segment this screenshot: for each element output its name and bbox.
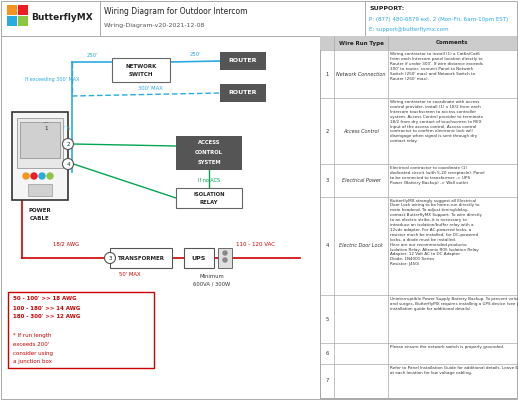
Text: Please ensure the network switch is properly grounded.: Please ensure the network switch is prop… — [390, 345, 504, 349]
Bar — [28, 184, 52, 196]
Text: CABLE: CABLE — [30, 216, 50, 220]
Text: 1: 1 — [44, 126, 48, 130]
Text: ButterflyMX: ButterflyMX — [31, 14, 93, 22]
Text: 600VA / 300W: 600VA / 300W — [193, 282, 231, 286]
Text: Wiring contractor to install (1) a Cat6a/Cat6
from each Intercom panel location : Wiring contractor to install (1) a Cat6a… — [390, 52, 483, 80]
Text: NETWORK: NETWORK — [125, 64, 156, 68]
Text: Wiring Diagram for Outdoor Intercom: Wiring Diagram for Outdoor Intercom — [104, 8, 248, 16]
Text: exceeds 200': exceeds 200' — [13, 342, 49, 346]
Bar — [320, 36, 517, 50]
Text: 2: 2 — [66, 142, 70, 146]
Text: SUPPORT:: SUPPORT: — [369, 6, 404, 12]
Text: Refer to Panel Installation Guide for additional details. Leave 6' service loop
: Refer to Panel Installation Guide for ad… — [390, 366, 518, 374]
Text: 5: 5 — [325, 316, 329, 322]
Text: Wiring-Diagram-v20-2021-12-08: Wiring-Diagram-v20-2021-12-08 — [104, 24, 205, 28]
Bar — [218, 248, 232, 268]
Bar — [7, 5, 17, 15]
Text: UPS: UPS — [192, 256, 206, 260]
Text: POWER: POWER — [28, 208, 51, 212]
Bar — [220, 52, 266, 70]
Bar — [18, 16, 28, 26]
Circle shape — [63, 138, 74, 150]
Text: 100 - 180' >> 14 AWG: 100 - 180' >> 14 AWG — [13, 306, 80, 310]
Circle shape — [40, 122, 51, 134]
Bar — [176, 188, 242, 208]
Text: CAT 6: CAT 6 — [55, 126, 70, 130]
Text: 4: 4 — [325, 243, 329, 248]
Bar — [110, 248, 172, 268]
Text: Uninterruptible Power Supply Battery Backup. To prevent voltage drops
and surges: Uninterruptible Power Supply Battery Bac… — [390, 297, 518, 311]
Bar — [184, 248, 214, 268]
Text: ROUTER: ROUTER — [229, 58, 257, 64]
Circle shape — [105, 252, 116, 264]
Bar — [176, 136, 242, 170]
Bar — [20, 122, 60, 158]
Text: * If run length: * If run length — [13, 332, 51, 338]
Text: Electric Door Lock: Electric Door Lock — [339, 243, 383, 248]
Text: If no ACS: If no ACS — [198, 178, 220, 183]
Text: Access Control: Access Control — [343, 129, 379, 134]
Text: ROUTER: ROUTER — [229, 90, 257, 96]
Text: 6: 6 — [325, 351, 329, 356]
Text: 18/2 AWG: 18/2 AWG — [53, 242, 79, 246]
Text: Network Connection: Network Connection — [336, 72, 386, 76]
Text: Wire Run Type: Wire Run Type — [339, 40, 383, 46]
Text: 110 - 120 VAC: 110 - 120 VAC — [236, 242, 275, 246]
Text: SWITCH: SWITCH — [129, 72, 153, 76]
Bar — [12, 112, 68, 200]
Text: 50 - 100' >> 18 AWG: 50 - 100' >> 18 AWG — [13, 296, 77, 302]
Circle shape — [23, 173, 29, 179]
Text: 300' MAX: 300' MAX — [138, 86, 163, 91]
Bar — [320, 36, 517, 398]
Circle shape — [47, 173, 53, 179]
Text: consider using: consider using — [13, 350, 53, 356]
Bar — [7, 16, 17, 26]
Text: Minimum: Minimum — [199, 274, 224, 278]
Text: Comments: Comments — [436, 40, 469, 46]
Text: 50' MAX: 50' MAX — [119, 272, 141, 276]
Text: 1: 1 — [325, 72, 329, 76]
Text: TRANSFORMER: TRANSFORMER — [118, 256, 165, 260]
Circle shape — [39, 173, 45, 179]
Bar — [18, 5, 28, 15]
Circle shape — [223, 251, 227, 255]
Text: 4: 4 — [66, 162, 70, 166]
Text: If exceeding 300' MAX: If exceeding 300' MAX — [25, 78, 79, 82]
Text: a junction box: a junction box — [13, 360, 52, 364]
Text: Electrical Power: Electrical Power — [341, 178, 380, 183]
Text: RELAY: RELAY — [200, 200, 218, 204]
Text: 3: 3 — [325, 178, 328, 183]
Text: 3: 3 — [108, 256, 112, 260]
Text: CONTROL: CONTROL — [195, 150, 223, 154]
Text: Wiring contractor to coordinate with access
control provider, install (1) x 18/2: Wiring contractor to coordinate with acc… — [390, 100, 483, 143]
Text: ISOLATION: ISOLATION — [193, 192, 225, 196]
Text: 250': 250' — [189, 52, 201, 57]
Text: 7: 7 — [325, 378, 329, 383]
Bar — [220, 84, 266, 102]
Circle shape — [63, 158, 74, 170]
Text: 2: 2 — [325, 129, 329, 134]
Bar — [112, 58, 170, 82]
Text: SYSTEM: SYSTEM — [197, 160, 221, 164]
Circle shape — [31, 173, 37, 179]
Text: Electrical contractor to coordinate (1)
dedicated circuit (with 5-20 receptacle): Electrical contractor to coordinate (1) … — [390, 166, 484, 185]
Bar — [8, 292, 154, 368]
Text: E: support@butterflymx.com: E: support@butterflymx.com — [369, 26, 449, 32]
Circle shape — [223, 258, 227, 262]
Text: 250': 250' — [86, 53, 98, 58]
Text: ButterflyMX strongly suggest all Electrical
Door Lock wiring to be home-run dire: ButterflyMX strongly suggest all Electri… — [390, 198, 482, 266]
Text: 180 - 300' >> 12 AWG: 180 - 300' >> 12 AWG — [13, 314, 80, 320]
Text: P: (877) 480-6879 ext. 2 (Mon-Fri, 6am-10pm EST): P: (877) 480-6879 ext. 2 (Mon-Fri, 6am-1… — [369, 16, 508, 22]
Text: ACCESS: ACCESS — [198, 140, 220, 144]
Bar — [17, 118, 63, 168]
